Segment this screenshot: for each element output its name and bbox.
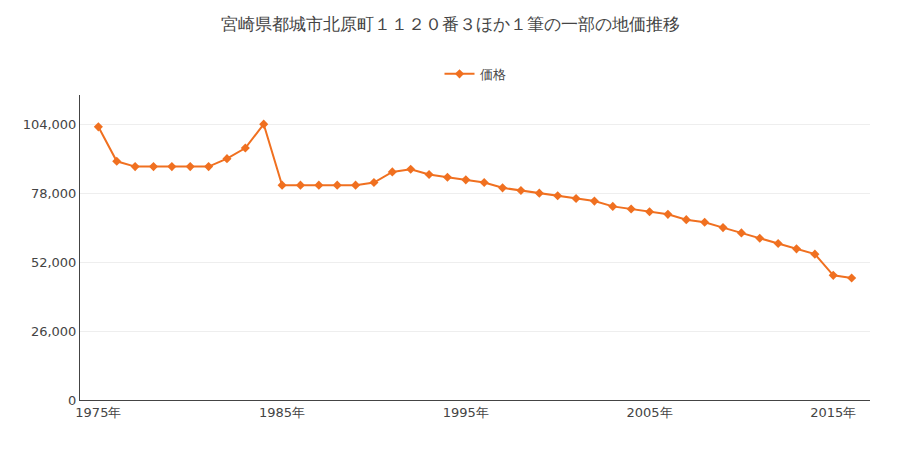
svg-text:宮崎県都城市北原町１１２０番３ほか１筆の一部の地価推移: 宮崎県都城市北原町１１２０番３ほか１筆の一部の地価推移 <box>221 14 680 34</box>
svg-text:1995年: 1995年 <box>443 405 489 420</box>
svg-text:104,000: 104,000 <box>23 117 77 132</box>
svg-text:価格: 価格 <box>480 67 506 82</box>
svg-text:52,000: 52,000 <box>31 255 77 270</box>
svg-text:26,000: 26,000 <box>31 324 77 339</box>
svg-text:2005年: 2005年 <box>626 405 672 420</box>
svg-text:2015年: 2015年 <box>810 405 856 420</box>
svg-text:78,000: 78,000 <box>31 186 77 201</box>
svg-text:1975年: 1975年 <box>75 405 121 420</box>
svg-text:0: 0 <box>68 393 76 408</box>
svg-text:1985年: 1985年 <box>259 405 305 420</box>
